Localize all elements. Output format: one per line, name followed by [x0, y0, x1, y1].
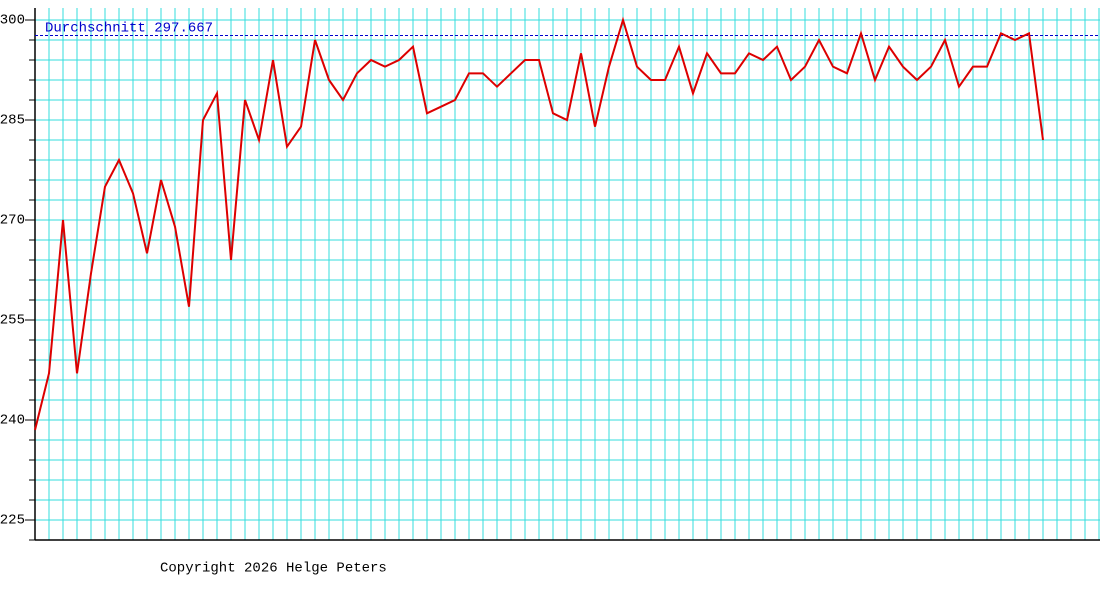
average-label-value: 297.667: [154, 20, 213, 36]
y-tick-label: 225: [0, 513, 25, 529]
y-tick-label: 255: [0, 313, 25, 329]
y-tick-label: 300: [0, 13, 25, 29]
data-line: [34, 16, 1044, 431]
average-label: Durchschnitt 297.667: [45, 20, 213, 36]
y-tick-label: 270: [0, 213, 25, 229]
y-tick-label: 240: [0, 413, 25, 429]
average-label-text: Durchschnitt: [45, 20, 146, 36]
y-tick-label: 285: [0, 113, 25, 129]
copyright: Copyright 2026 Helge Peters: [160, 561, 387, 577]
